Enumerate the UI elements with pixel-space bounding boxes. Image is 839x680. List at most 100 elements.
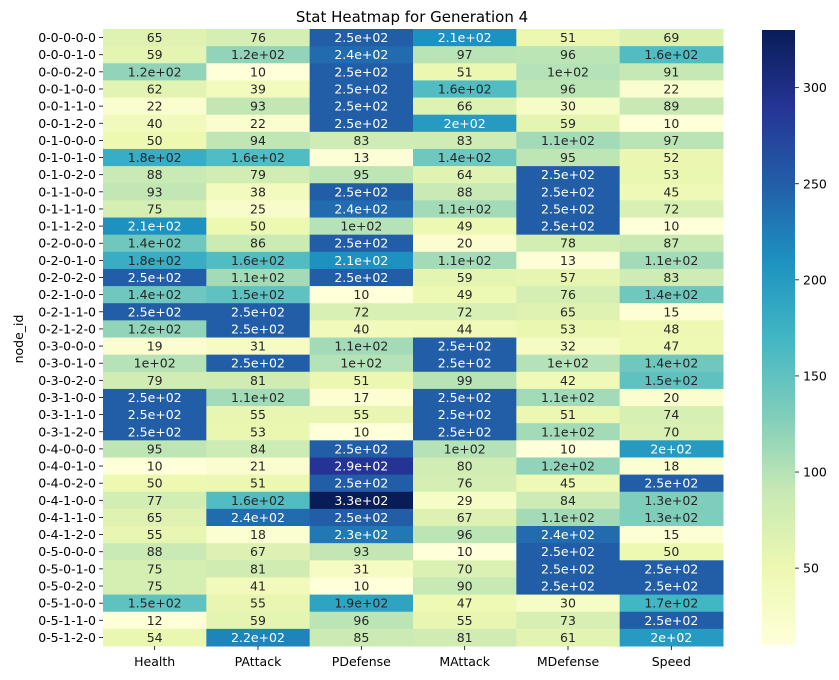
heatmap-cell <box>309 543 414 561</box>
cell-value-label: 1.6e+02 <box>231 493 285 508</box>
cell-value-label: 59 <box>457 270 473 285</box>
heatmap-cell <box>619 628 724 647</box>
cell-value-label: 2.5e+02 <box>128 270 182 285</box>
cell-value-label: 10 <box>147 459 163 474</box>
heatmap-cell <box>206 337 311 356</box>
heatmap-cell <box>309 526 414 544</box>
heatmap-cell <box>206 543 311 561</box>
heatmap-cell <box>516 611 621 630</box>
heatmap-cell <box>413 611 517 630</box>
heatmap-cell <box>103 371 207 390</box>
cell-value-label: 18 <box>250 527 266 542</box>
column-tick-label: MDefense <box>537 654 600 669</box>
heatmap-cell <box>206 526 311 544</box>
cell-value-label: 2.5e+02 <box>644 561 698 576</box>
heatmap-cell <box>516 594 621 613</box>
cell-value-label: 20 <box>457 236 473 251</box>
heatmap-cell <box>413 628 517 647</box>
cell-value-label: 30 <box>560 99 576 114</box>
heatmap-cell <box>413 320 517 338</box>
colorbar-ticks: 50 100 150 200 250 300 <box>795 80 827 576</box>
cell-value-label: 51 <box>560 407 576 422</box>
heatmap-cell <box>413 286 517 304</box>
cell-value-label: 48 <box>663 321 679 336</box>
cell-value-label: 2e+02 <box>650 441 692 456</box>
heatmap-cell <box>619 577 724 596</box>
heatmap-cell <box>103 303 207 321</box>
cell-value-label: 31 <box>353 561 369 576</box>
row-tick-label: 0-5-1-1-0 <box>38 613 96 628</box>
cell-value-label: 93 <box>250 99 266 114</box>
cell-value-label: 2.5e+02 <box>541 544 595 559</box>
cell-value-label: 1.8e+02 <box>128 150 182 165</box>
cell-value-label: 1e+02 <box>547 64 589 79</box>
cell-value-label: 2.5e+02 <box>334 510 388 525</box>
cell-value-label: 2.5e+02 <box>644 579 698 594</box>
heatmap-cell <box>413 200 517 219</box>
heatmap-cell <box>413 388 517 407</box>
cell-value-label: 1.1e+02 <box>231 390 285 405</box>
heatmap-cell <box>309 286 414 304</box>
heatmap-cell <box>206 406 311 424</box>
cell-value-label: 1.1e+02 <box>438 253 492 268</box>
heatmap-cell <box>206 474 311 493</box>
cell-value-label: 1e+02 <box>547 356 589 371</box>
heatmap-cell <box>516 406 621 424</box>
heatmap-cell <box>309 217 414 236</box>
heatmap-cell <box>619 97 724 116</box>
row-tick-label: 0-1-1-0-0 <box>38 184 96 199</box>
heatmap-cell <box>206 131 311 150</box>
cell-value-label: 97 <box>457 47 473 62</box>
cell-value-label: 50 <box>663 544 679 559</box>
heatmap-cell <box>619 371 724 390</box>
cell-value-label: 88 <box>147 544 163 559</box>
cell-value-label: 10 <box>560 441 576 456</box>
row-tick-label: 0-0-0-1-0 <box>38 47 96 62</box>
heatmap-cell <box>103 200 207 219</box>
heatmap-cell <box>619 354 724 373</box>
heatmap-cell <box>103 320 207 338</box>
cell-value-label: 10 <box>353 287 369 302</box>
cell-value-label: 1.1e+02 <box>541 390 595 405</box>
cell-value-label: 59 <box>147 47 163 62</box>
cell-value-label: 76 <box>457 476 473 491</box>
cell-value-label: 55 <box>147 527 163 542</box>
cell-value-label: 2e+02 <box>444 116 486 131</box>
cell-value-label: 96 <box>560 47 576 62</box>
cell-value-label: 13 <box>353 150 369 165</box>
cell-value-label: 12 <box>147 613 163 628</box>
heatmap-cell <box>619 166 724 184</box>
heatmap-cell <box>206 611 311 630</box>
cell-value-label: 39 <box>250 81 266 96</box>
cell-value-label: 2.5e+02 <box>541 561 595 576</box>
heatmap-cell <box>309 29 414 47</box>
cell-value-label: 50 <box>250 219 266 234</box>
cell-value-label: 1.6e+02 <box>438 81 492 96</box>
heatmap-cell <box>103 491 207 510</box>
cell-value-label: 45 <box>663 184 679 199</box>
heatmap-cell <box>206 354 311 373</box>
heatmap-cell <box>309 131 414 150</box>
heatmap-cell <box>206 29 311 47</box>
cell-value-label: 2.4e+02 <box>541 527 595 542</box>
heatmap-cell <box>309 388 414 407</box>
row-tick-label: 0-5-1-0-0 <box>38 596 96 611</box>
row-tick-label: 0-2-0-0-0 <box>38 236 96 251</box>
cell-value-label: 89 <box>663 99 679 114</box>
heatmap-cell <box>309 46 414 64</box>
cell-value-label: 1.1e+02 <box>231 270 285 285</box>
cell-value-label: 99 <box>457 373 473 388</box>
heatmap-cell <box>619 80 724 99</box>
heatmap-cell <box>309 268 414 287</box>
cell-value-label: 40 <box>147 116 163 131</box>
heatmap-cell <box>413 354 517 373</box>
heatmap-cell <box>619 63 724 81</box>
cell-value-label: 87 <box>663 236 679 251</box>
row-tick-label: 0-3-0-1-0 <box>38 356 96 371</box>
cell-value-label: 95 <box>353 167 369 182</box>
heatmap-cell <box>103 577 207 596</box>
heatmap-cell <box>516 80 621 99</box>
row-tick-label: 0-4-1-0-0 <box>38 493 96 508</box>
heatmap-cell <box>206 80 311 99</box>
heatmap-cell <box>516 183 621 201</box>
